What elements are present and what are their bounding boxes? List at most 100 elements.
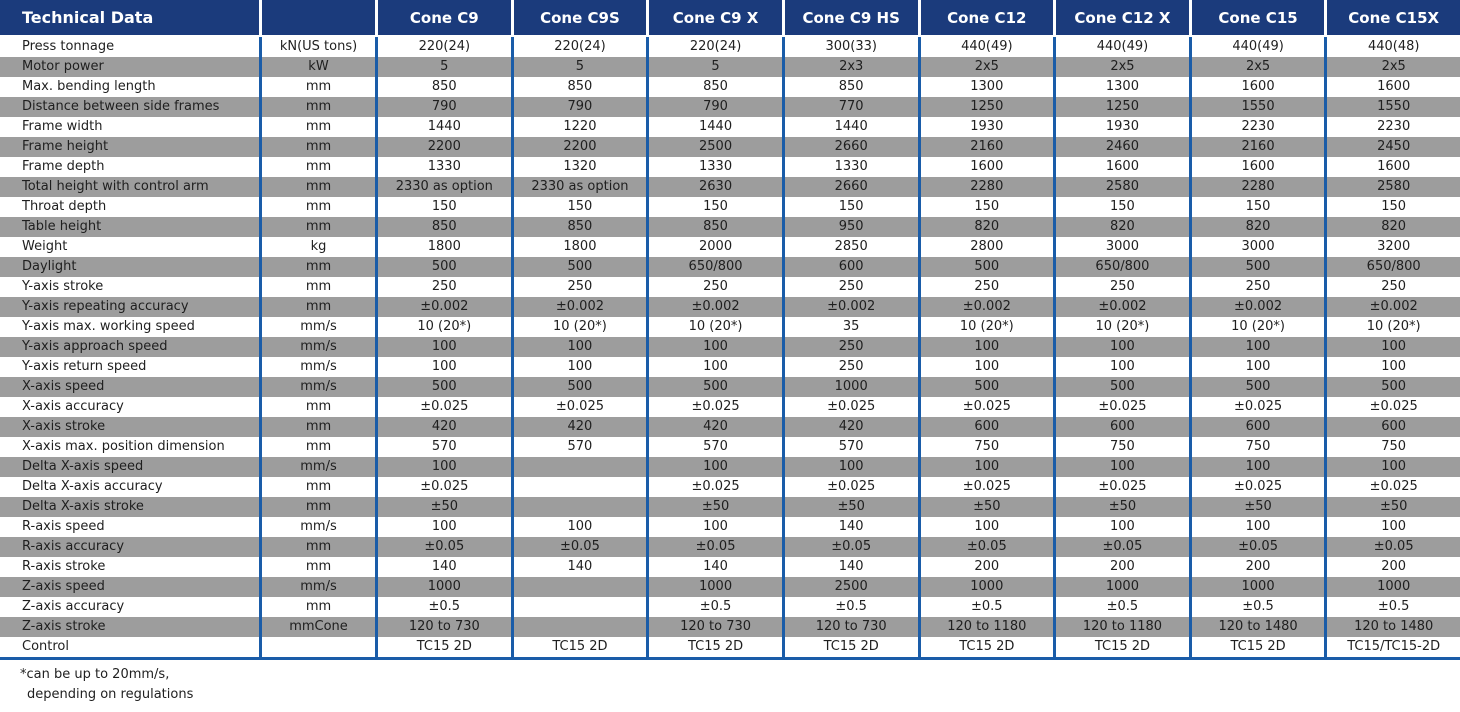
- spec-value: 250: [375, 277, 511, 297]
- spec-value: ±0.002: [646, 297, 782, 317]
- spec-value: 440(49): [917, 37, 1054, 57]
- spec-unit: mm: [259, 217, 375, 237]
- spec-value: 2460: [1053, 137, 1189, 157]
- spec-value: 500: [1053, 377, 1189, 397]
- table-row: Z-axis stroke mmCone 120 to 730 120 to 730 1…: [0, 617, 1460, 637]
- spec-value: 1330: [646, 157, 782, 177]
- spec-unit: mm: [259, 157, 375, 177]
- spec-value: 250: [646, 277, 782, 297]
- spec-unit: mm/s: [259, 377, 375, 397]
- column-header-cone-c9-hs: Cone C9 HS: [781, 0, 918, 37]
- spec-value: 2330 as option: [510, 177, 647, 197]
- spec-value: 2160: [917, 137, 1054, 157]
- spec-value: 1330: [375, 157, 511, 177]
- spec-value: 500: [510, 257, 647, 277]
- spec-value: 440(49): [1188, 37, 1325, 57]
- spec-label: Weight: [0, 237, 259, 257]
- spec-value: 2280: [917, 177, 1054, 197]
- spec-value: 850: [646, 77, 782, 97]
- spec-value: 850: [510, 77, 647, 97]
- spec-value: 570: [375, 437, 511, 457]
- table-row: Table height mm 850 850 850 950 820 820 820 820: [0, 217, 1460, 237]
- spec-value: 220(24): [375, 37, 511, 57]
- spec-value: 2660: [781, 177, 918, 197]
- spec-value: 2800: [917, 237, 1054, 257]
- spec-value: 420: [781, 417, 918, 437]
- spec-label: X-axis stroke: [0, 417, 259, 437]
- spec-value: 1000: [1053, 577, 1189, 597]
- spec-value: 2450: [1324, 137, 1460, 157]
- column-header-cone-c9-x: Cone C9 X: [646, 0, 782, 37]
- spec-value: 2500: [781, 577, 918, 597]
- spec-value: ±0.025: [1324, 397, 1460, 417]
- spec-value: ±0.025: [375, 397, 511, 417]
- spec-unit: mm/s: [259, 577, 375, 597]
- spec-value: 500: [1188, 257, 1325, 277]
- spec-value: 3000: [1188, 237, 1325, 257]
- spec-label: Frame depth: [0, 157, 259, 177]
- spec-value: ±0.002: [1188, 297, 1325, 317]
- spec-value: 220(24): [510, 37, 647, 57]
- spec-value: 1330: [781, 157, 918, 177]
- spec-unit: kN(US tons): [259, 37, 375, 57]
- spec-value: 140: [375, 557, 511, 577]
- spec-value: 100: [1188, 357, 1325, 377]
- spec-value: 150: [1053, 197, 1189, 217]
- table-row: Y-axis return speed mm/s 100 100 100 250 100 10…: [0, 357, 1460, 377]
- table-row: X-axis stroke mm 420 420 420 420 600 600 600 600: [0, 417, 1460, 437]
- spec-unit: kg: [259, 237, 375, 257]
- spec-value: 1300: [1053, 77, 1189, 97]
- spec-value: 1250: [1053, 97, 1189, 117]
- table-row: Control TC15 2D TC15 2D TC15 2D TC15 2D TC15 …: [0, 637, 1460, 657]
- spec-value: 100: [1324, 337, 1460, 357]
- spec-unit: mm: [259, 277, 375, 297]
- spec-value: 120 to 1480: [1324, 617, 1460, 637]
- spec-unit: mm: [259, 137, 375, 157]
- spec-value: 150: [917, 197, 1054, 217]
- spec-label: Delta X-axis speed: [0, 457, 259, 477]
- spec-value: TC15/TC15-2D: [1324, 637, 1460, 657]
- column-header-cone-c12: Cone C12: [917, 0, 1054, 37]
- spec-unit: kW: [259, 57, 375, 77]
- spec-value: 140: [781, 517, 918, 537]
- spec-value: 250: [917, 277, 1054, 297]
- spec-label: R-axis stroke: [0, 557, 259, 577]
- spec-value: 250: [1053, 277, 1189, 297]
- spec-value: 420: [646, 417, 782, 437]
- spec-value: 500: [510, 377, 647, 397]
- table-row: Motor power kW 5 5 5 2x3 2x5 2x5 2x5 2x5: [0, 57, 1460, 77]
- spec-value: ±0.025: [1053, 477, 1189, 497]
- spec-value: 850: [375, 217, 511, 237]
- spec-value: ±0.05: [375, 537, 511, 557]
- spec-value: ±0.002: [1053, 297, 1189, 317]
- spec-value: 2850: [781, 237, 918, 257]
- spec-value: ±50: [781, 497, 918, 517]
- spec-value: 750: [1188, 437, 1325, 457]
- spec-value: 750: [1324, 437, 1460, 457]
- spec-value: ±0.5: [375, 597, 511, 617]
- spec-value: 120 to 1480: [1188, 617, 1325, 637]
- spec-value: 120 to 730: [375, 617, 511, 637]
- spec-value: 10 (20*): [1188, 317, 1325, 337]
- spec-value: 1930: [1053, 117, 1189, 137]
- spec-value: 100: [646, 517, 782, 537]
- spec-label: Y-axis return speed: [0, 357, 259, 377]
- spec-value: 10 (20*): [917, 317, 1054, 337]
- spec-value: 500: [917, 257, 1054, 277]
- spec-value: 600: [917, 417, 1054, 437]
- spec-value: 1220: [510, 117, 647, 137]
- spec-label: R-axis accuracy: [0, 537, 259, 557]
- spec-value: 1000: [1188, 577, 1325, 597]
- spec-value: 1300: [917, 77, 1054, 97]
- unit-column-header: [259, 0, 375, 37]
- footnote: *can be up to 20mm/s, depending on regul…: [0, 665, 1460, 705]
- spec-value: 3200: [1324, 237, 1460, 257]
- spec-value: ±0.5: [917, 597, 1054, 617]
- spec-value: 2230: [1188, 117, 1325, 137]
- spec-value: 1550: [1324, 97, 1460, 117]
- spec-label: Y-axis stroke: [0, 277, 259, 297]
- spec-value: 850: [781, 77, 918, 97]
